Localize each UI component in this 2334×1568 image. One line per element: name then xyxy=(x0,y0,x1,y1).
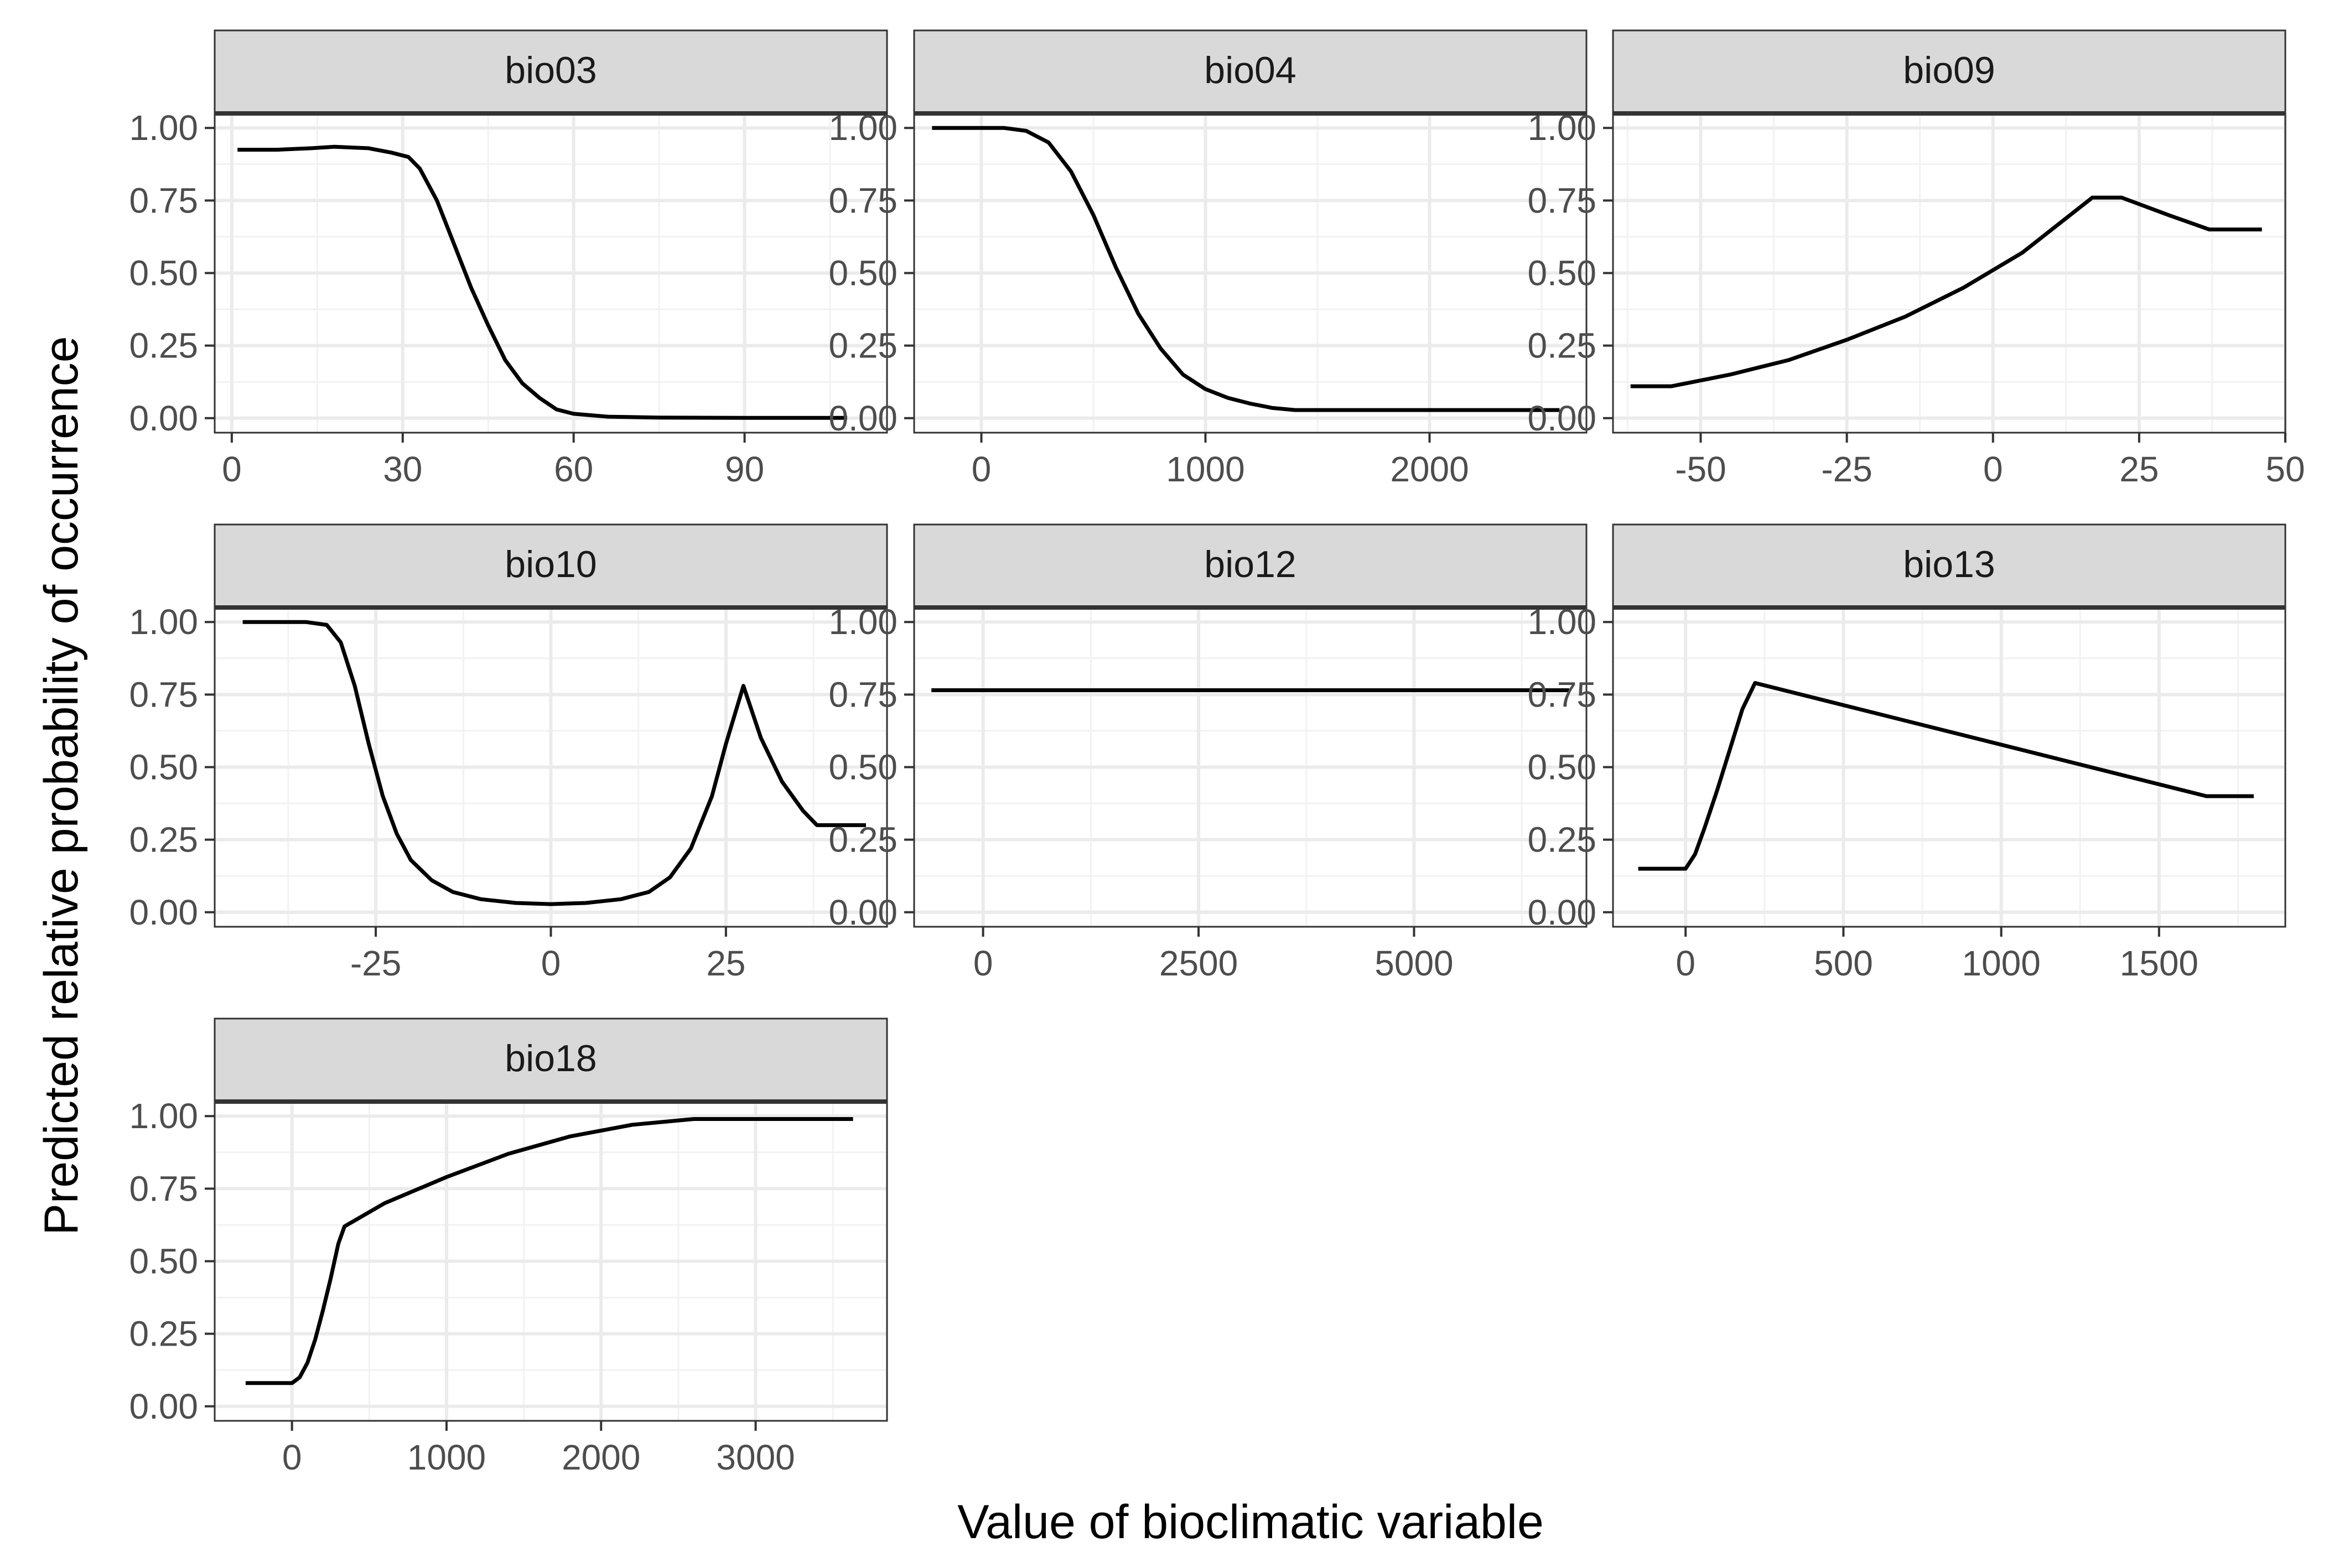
facet-strip xyxy=(214,29,888,115)
y-tick-label: 0.75 xyxy=(1527,674,1596,714)
facet-panel-bio12: bio12 0.00 0.25 0.50 0.75 1.00 0 2500 5000 xyxy=(828,523,1588,983)
y-tick-label: 0.75 xyxy=(1527,180,1596,220)
y-tick-label: 1.00 xyxy=(129,108,198,148)
x-tick-label: 1500 xyxy=(2120,943,2198,983)
x-tick-label: 1000 xyxy=(1166,449,1244,489)
facet-panel-bio10: bio10 0.00 0.25 0.50 0.75 1.00 -25 0 25 xyxy=(129,523,888,983)
response-curve-line xyxy=(237,144,847,420)
x-tick-label: 5000 xyxy=(1375,943,1453,983)
facet-strip xyxy=(214,1017,888,1103)
y-tick-label: 0.50 xyxy=(828,747,898,787)
x-tick-label: 0 xyxy=(282,1437,302,1477)
response-curve-line xyxy=(245,1117,853,1385)
y-tick-label: 1.00 xyxy=(828,108,898,148)
x-tick-label: 0 xyxy=(222,449,242,489)
facet-panel-bio09: bio09 0.00 0.25 0.50 0.75 1.00 -50 -25 0 25 50 xyxy=(1527,29,2305,489)
y-tick-label: 1.00 xyxy=(129,1096,198,1136)
y-tick-label: 0.50 xyxy=(828,253,898,293)
y-tick-label: 0.00 xyxy=(129,1387,198,1426)
x-tick-label: 0 xyxy=(1676,943,1695,983)
response-curve-line xyxy=(242,620,866,906)
x-tick-label: 0 xyxy=(541,943,561,983)
y-tick-label: 0.25 xyxy=(1527,326,1596,366)
x-tick-label: 2500 xyxy=(1159,943,1238,983)
x-tick-label: 30 xyxy=(383,449,422,489)
facet-strip-label: bio18 xyxy=(505,1037,597,1079)
y-tick-label: 0.50 xyxy=(129,747,198,787)
x-tick-label: 90 xyxy=(725,449,764,489)
facet-strip-label: bio04 xyxy=(1204,49,1296,91)
x-tick-label: 0 xyxy=(973,943,993,983)
y-tick-label: 0.75 xyxy=(828,180,898,220)
y-tick-label: 0.75 xyxy=(129,674,198,714)
facet-panel-bio03: bio03 0.00 0.25 0.50 0.75 1.00 0 30 60 90 xyxy=(129,29,888,489)
facet-strip-label: bio13 xyxy=(1903,543,1995,585)
y-tick-label: 0.50 xyxy=(1527,253,1596,293)
facet-strip-label: bio12 xyxy=(1204,543,1296,585)
facet-strip xyxy=(1612,523,2286,609)
y-tick-label: 0.25 xyxy=(129,326,198,366)
y-tick-label: 0.00 xyxy=(828,892,898,932)
y-tick-label: 0.50 xyxy=(129,1242,198,1281)
facet-strip-label: bio03 xyxy=(505,49,597,91)
facet-strip-label: bio09 xyxy=(1903,49,1995,91)
facet-strip-label: bio10 xyxy=(505,543,597,585)
x-tick-label: -25 xyxy=(350,943,402,983)
facet-strip xyxy=(913,523,1588,609)
facet-strip xyxy=(913,29,1588,115)
y-tick-label: 0.50 xyxy=(129,253,198,293)
y-tick-label: 0.75 xyxy=(129,180,198,220)
x-tick-label: 25 xyxy=(706,943,745,983)
x-tick-label: 1000 xyxy=(407,1437,486,1477)
facet-panel-bio04: bio04 0.00 0.25 0.50 0.75 1.00 0 1000 2000 xyxy=(828,29,1588,489)
response-curve-line xyxy=(1630,195,2262,388)
y-tick-label: 0.25 xyxy=(828,326,898,366)
facet-panels: bio03 0.00 0.25 0.50 0.75 1.00 0 30 60 90 bio04 0.0… xyxy=(129,29,2305,1477)
x-tick-label: -50 xyxy=(1675,449,1726,489)
y-tick-label: 0.00 xyxy=(129,398,198,438)
x-tick-label: 3000 xyxy=(716,1437,795,1477)
y-tick-label: 0.25 xyxy=(1527,820,1596,860)
y-tick-label: 1.00 xyxy=(1527,602,1596,642)
y-tick-label: 0.75 xyxy=(828,674,898,714)
x-tick-label: 50 xyxy=(2265,449,2305,489)
x-tick-label: 2000 xyxy=(1390,449,1469,489)
x-tick-label: 25 xyxy=(2119,449,2159,489)
y-tick-label: 0.25 xyxy=(129,1314,198,1354)
y-axis-title: Predicted relative probability of occurr… xyxy=(35,336,88,1235)
y-tick-label: 0.75 xyxy=(129,1169,198,1208)
response-curve-line xyxy=(1638,681,2254,871)
y-tick-label: 0.00 xyxy=(1527,398,1596,438)
y-tick-label: 1.00 xyxy=(1527,108,1596,148)
x-tick-label: 0 xyxy=(1983,449,2003,489)
y-tick-label: 1.00 xyxy=(828,602,898,642)
x-tick-label: 1000 xyxy=(1962,943,2040,983)
y-tick-label: 0.00 xyxy=(828,398,898,438)
x-tick-label: 2000 xyxy=(562,1437,640,1477)
y-tick-label: 0.50 xyxy=(1527,747,1596,787)
x-tick-label: 0 xyxy=(972,449,992,489)
x-tick-label: 60 xyxy=(554,449,593,489)
x-tick-label: 500 xyxy=(1814,943,1873,983)
y-tick-label: 0.00 xyxy=(129,892,198,932)
y-tick-label: 0.25 xyxy=(828,820,898,860)
x-tick-label: -25 xyxy=(1821,449,1873,489)
y-tick-label: 0.00 xyxy=(1527,892,1596,932)
y-tick-label: 0.25 xyxy=(129,820,198,860)
facet-strip xyxy=(1612,29,2286,115)
facet-panel-bio13: bio13 0.00 0.25 0.50 0.75 1.00 0 500 1000 1500 xyxy=(1527,523,2286,983)
y-tick-label: 1.00 xyxy=(129,602,198,642)
response-curve-line xyxy=(932,126,1560,412)
facet-panel-bio18: bio18 0.00 0.25 0.50 0.75 1.00 0 1000 2000 3000 xyxy=(129,1017,888,1477)
x-axis-title: Value of bioclimatic variable xyxy=(957,1496,1544,1549)
